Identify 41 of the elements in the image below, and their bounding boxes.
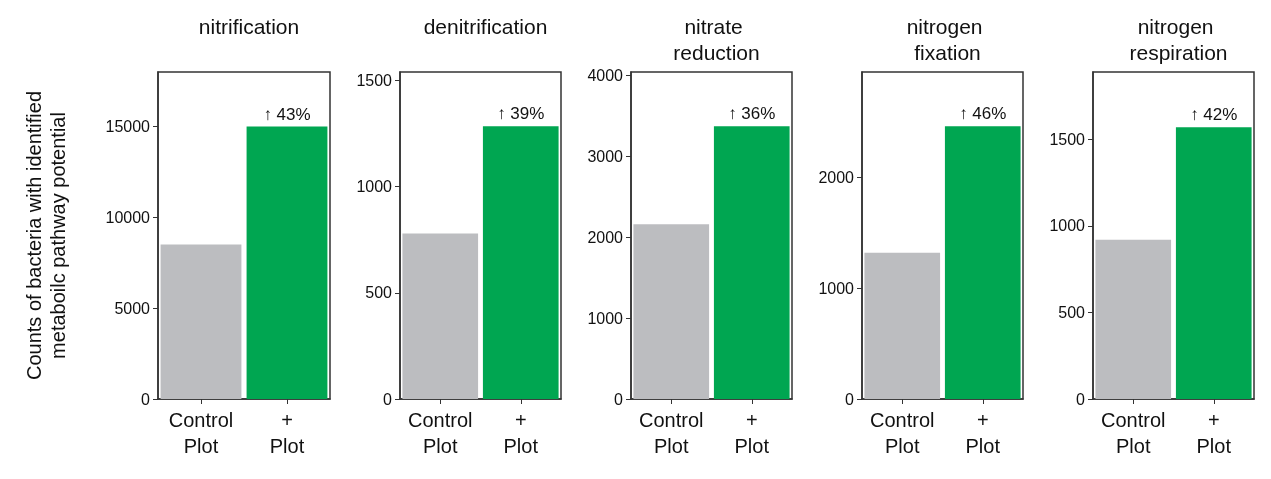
y-tick-label: 4000 [587,66,624,84]
chart-title: nitrate reduction [673,14,760,64]
y-tick-label: 0 [141,390,151,408]
y-tick-label: 0 [845,390,855,408]
y-tick-label: 3000 [587,147,624,165]
x-tick-label: + Plot [269,409,305,457]
y-tick-label: 1500 [356,71,393,89]
y-tick-label: 10000 [105,208,151,226]
annotation: ↑ 36% [728,104,776,124]
chart-title: nitrogen fixation [906,14,989,64]
chart-title: nitrogen respiration [1129,14,1228,64]
annotation: ↑ 42% [1190,105,1238,125]
y-tick-label: 500 [1058,303,1086,321]
x-tick-label: Control Plot [168,409,234,457]
x-tick-label: + Plot [734,409,770,457]
y-tick-label: 1000 [587,309,624,327]
x-tick-label: + Plot [503,409,539,457]
chart-title: nitrification [198,14,300,38]
x-tick-label: Control Plot [639,409,704,457]
y-tick-label: 0 [383,390,393,408]
x-tick-label: + Plot [965,409,1001,457]
y-tick-label: 0 [614,390,624,408]
y-tick-label: 2000 [587,228,624,246]
y-tick-label: 2000 [818,168,855,186]
annotation: ↑ 46% [959,104,1007,124]
y-tick-label: 0 [1076,390,1086,408]
y-tick-label: 500 [365,284,393,302]
x-tick-label: Control Plot [408,409,473,457]
y-tick-label: 1000 [1049,217,1086,235]
y-tick-label: 15000 [105,118,151,135]
y-tick-label: 1500 [1049,130,1086,148]
y-axis-title: Counts of bacteria with identified metaboilc pathway potential [23,90,69,381]
annotation: ↑ 39% [497,104,545,124]
chart-title: denitrification [423,14,548,38]
x-tick-label: Control Plot [870,409,935,457]
annotation: ↑ 43% [263,104,311,124]
y-tick-label: 1000 [818,279,855,297]
y-tick-label: 1000 [356,178,393,196]
y-tick-label: 5000 [114,299,151,317]
x-tick-label: Control Plot [1101,409,1166,457]
x-tick-label: + Plot [1196,409,1232,457]
